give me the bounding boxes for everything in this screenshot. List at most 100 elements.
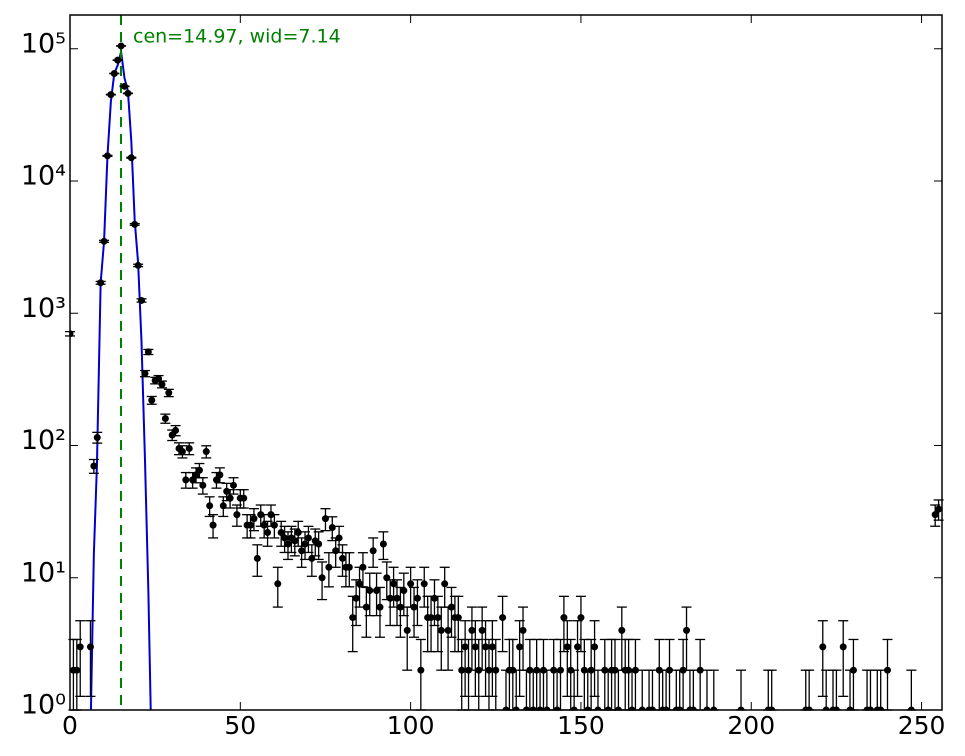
data-point xyxy=(536,706,544,710)
data-point xyxy=(604,706,612,710)
data-point xyxy=(158,380,166,388)
data-point xyxy=(427,614,435,622)
data-point xyxy=(516,643,524,651)
data-point xyxy=(492,666,500,674)
data-point xyxy=(195,466,203,474)
data-point xyxy=(212,476,220,484)
data-point xyxy=(189,476,197,484)
data-point xyxy=(502,706,510,710)
data-point xyxy=(410,603,418,611)
plot-frame xyxy=(69,14,943,711)
data-point xyxy=(127,154,135,162)
data-point xyxy=(161,415,169,423)
data-point xyxy=(666,666,673,674)
data-point xyxy=(584,706,592,710)
data-point xyxy=(226,494,234,502)
data-point xyxy=(233,511,241,519)
data-point xyxy=(471,643,479,651)
data-point xyxy=(907,706,915,710)
data-point xyxy=(318,574,326,582)
data-point xyxy=(866,706,874,710)
data-point xyxy=(308,554,316,562)
data-point xyxy=(291,537,299,545)
data-point xyxy=(676,706,684,710)
data-point xyxy=(124,89,132,97)
data-point xyxy=(379,540,387,548)
data-point xyxy=(373,587,381,595)
data-point xyxy=(441,580,449,588)
data-point xyxy=(250,515,258,523)
data-point xyxy=(253,554,261,562)
data-point xyxy=(230,481,237,489)
data-point xyxy=(574,643,582,651)
y-tick-label: 10⁴ xyxy=(21,161,66,192)
data-point xyxy=(325,563,333,571)
data-point xyxy=(97,279,105,287)
data-point xyxy=(458,666,466,674)
data-point xyxy=(274,580,282,588)
y-tick-label: 10³ xyxy=(21,293,66,324)
data-point xyxy=(768,706,776,710)
data-point xyxy=(529,706,537,710)
data-point xyxy=(822,706,830,710)
data-point xyxy=(618,626,626,634)
data-point xyxy=(117,42,125,50)
x-tick-label: 0 xyxy=(62,711,78,740)
data-point xyxy=(141,370,149,378)
data-point xyxy=(403,626,411,634)
data-point xyxy=(396,603,404,611)
data-point xyxy=(454,614,462,622)
data-point xyxy=(247,521,255,529)
data-point xyxy=(328,523,336,531)
data-point xyxy=(284,540,292,548)
data-point xyxy=(832,706,840,710)
data-point xyxy=(304,534,312,542)
data-point xyxy=(499,614,507,622)
data-point xyxy=(631,666,639,674)
data-point xyxy=(376,603,384,611)
data-point xyxy=(182,476,190,484)
data-point xyxy=(362,603,370,611)
data-point xyxy=(260,521,268,529)
data-point xyxy=(935,505,942,513)
data-point xyxy=(849,666,857,674)
data-point xyxy=(648,706,656,710)
data-point xyxy=(553,706,561,710)
data-point xyxy=(107,91,115,99)
x-tick-label: 250 xyxy=(898,711,946,740)
data-point xyxy=(294,528,302,536)
data-point xyxy=(703,706,711,710)
data-point xyxy=(93,433,101,441)
x-tick-label: 100 xyxy=(387,711,435,740)
data-point xyxy=(468,626,476,634)
data-point xyxy=(335,534,343,542)
data-point xyxy=(356,580,364,588)
data-point xyxy=(434,614,442,622)
data-point xyxy=(931,511,939,519)
data-point xyxy=(110,70,118,78)
data-point xyxy=(614,706,622,710)
data-point xyxy=(216,471,224,479)
data-point xyxy=(393,594,401,602)
y-tick-label: 10² xyxy=(21,425,66,456)
data-point xyxy=(448,603,455,611)
data-point xyxy=(628,706,636,710)
data-point xyxy=(461,643,469,651)
data-point xyxy=(437,626,445,634)
data-point xyxy=(710,706,718,710)
data-point xyxy=(165,389,173,397)
data-point xyxy=(359,563,367,571)
data-point xyxy=(345,563,353,571)
data-point xyxy=(281,534,289,542)
data-point xyxy=(805,706,813,710)
data-point xyxy=(100,237,108,245)
data-point xyxy=(557,666,564,674)
data-point xyxy=(737,706,745,710)
data-point xyxy=(219,502,227,510)
data-point xyxy=(352,594,360,602)
data-point xyxy=(301,540,309,548)
data-point xyxy=(819,643,827,651)
data-point xyxy=(366,587,374,595)
data-point xyxy=(482,643,490,651)
data-point xyxy=(444,626,452,634)
